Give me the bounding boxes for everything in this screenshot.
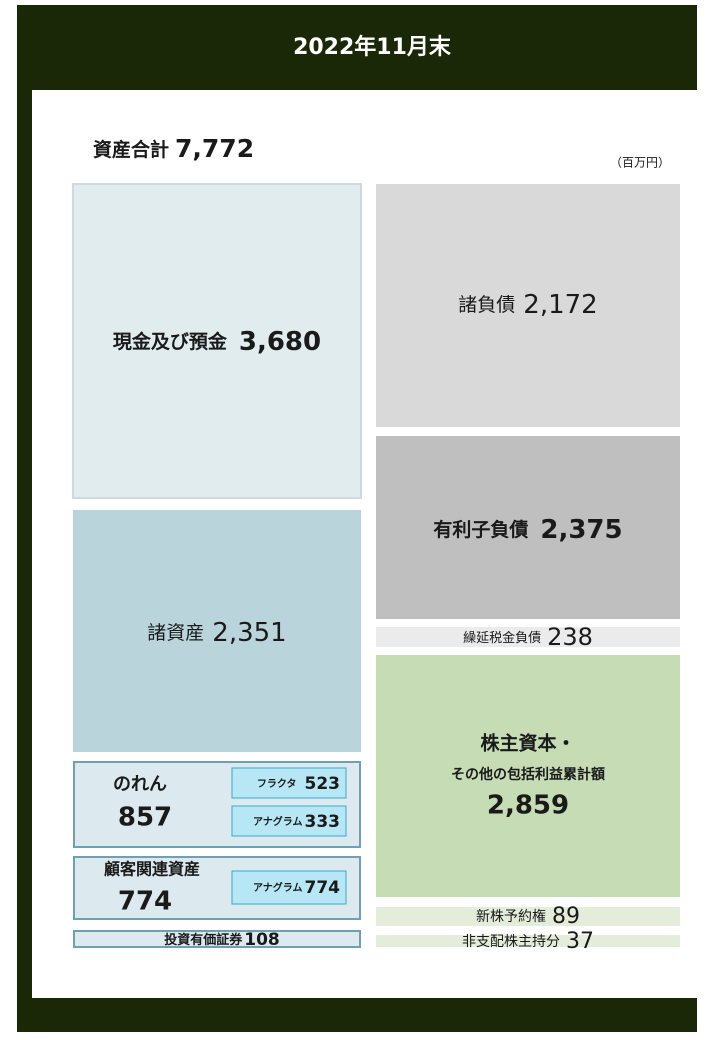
debt-box <box>376 436 680 619</box>
capital-label: その他の包括利益累計額 <box>451 766 605 783</box>
minority: 非支配株主持分 37 <box>462 929 594 954</box>
text: 108 <box>244 930 280 950</box>
other-liabilities: 諸負債 2,172 <box>458 290 597 320</box>
customer-item-box <box>231 870 347 905</box>
goodwill-label: のれん <box>113 774 167 795</box>
text: アナグラム <box>253 815 303 828</box>
goodwill-item: アナグラム 333 <box>253 812 340 832</box>
goodwill-item: フラクタ 523 <box>257 774 340 794</box>
text: 非支配株主持分 <box>462 934 560 950</box>
customer-item: アナグラム 774 <box>253 878 340 898</box>
capital-value: 2,859 <box>487 791 569 821</box>
debt: 有利子負債 2,375 <box>433 515 622 545</box>
unit: （百万円） <box>610 156 670 170</box>
goodwill-value: 857 <box>118 803 172 833</box>
text: フラクタ <box>257 778 297 790</box>
other-assets-box <box>73 510 361 752</box>
capital-label: 株主資本・ <box>480 732 575 755</box>
goodwill-item-box <box>231 805 347 837</box>
text: 投資有価証券 <box>164 932 243 948</box>
text: 諸資産 <box>147 622 204 644</box>
goodwill-item-box <box>231 767 347 799</box>
text: 繰延税金負債 <box>463 630 541 646</box>
cash-box <box>72 183 362 499</box>
text: 2,172 <box>523 290 597 320</box>
text: 2,351 <box>212 618 286 648</box>
text: 523 <box>305 774 341 794</box>
cash: 現金及び預金 3,680 <box>113 327 321 357</box>
text: 3,680 <box>239 327 321 357</box>
total: 資産合計 7,772 <box>93 134 254 163</box>
text: 諸負債 <box>458 294 515 316</box>
text: 7,772 <box>175 134 254 163</box>
warrants-box <box>376 907 680 926</box>
other-assets: 諸資産 2,351 <box>147 618 286 648</box>
text: 資産合計 <box>93 138 169 161</box>
text: 333 <box>305 812 341 832</box>
text: アナグラム <box>253 881 303 894</box>
text: 37 <box>566 929 594 954</box>
other-liabilities-box <box>376 184 680 427</box>
deferred: 繰延税金負債 238 <box>463 623 593 651</box>
customer-value: 774 <box>118 887 172 917</box>
text: 現金及び預金 <box>113 330 228 353</box>
text: 2,375 <box>540 515 622 545</box>
text: 774 <box>305 878 341 898</box>
text: 新株予約権 <box>476 908 546 925</box>
minority-box <box>376 935 680 947</box>
customer-label: 顧客関連資産 <box>104 860 200 879</box>
text: 89 <box>552 904 580 929</box>
capital-box <box>376 655 680 897</box>
securities-box <box>73 930 361 948</box>
text: 有利子負債 <box>433 518 528 541</box>
warrants: 新株予約権 89 <box>476 904 580 929</box>
deferred-box <box>376 627 680 647</box>
header-title: 2022年11月末 <box>293 34 452 60</box>
text: 238 <box>547 623 593 651</box>
securities: 投資有価証券 108 <box>164 930 280 950</box>
